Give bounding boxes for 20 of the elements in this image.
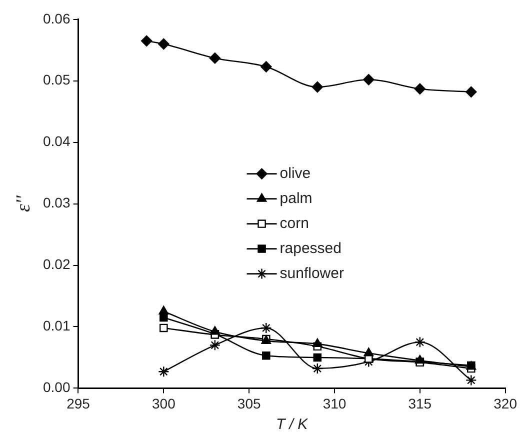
legend-label: sunflower bbox=[280, 264, 344, 282]
legend-label: rapessed bbox=[280, 240, 342, 257]
x-axis-title: T / K bbox=[276, 416, 309, 434]
x-tick-label: 310 bbox=[322, 395, 346, 412]
y-tick-label: 0.00 bbox=[43, 379, 70, 396]
legend-label: corn bbox=[280, 214, 309, 232]
x-tick-label: 305 bbox=[237, 395, 261, 412]
legend-label: olive bbox=[280, 164, 311, 182]
y-tick-label: 0.04 bbox=[43, 133, 70, 150]
y-axis-title: ε'' bbox=[12, 194, 34, 212]
legend-label: palm bbox=[280, 190, 312, 207]
x-tick-label: 295 bbox=[66, 395, 90, 412]
y-tick-label: 0.03 bbox=[43, 194, 70, 211]
x-tick-label: 320 bbox=[494, 395, 518, 412]
y-tick-label: 0.05 bbox=[43, 72, 70, 88]
y-tick-label: 0.01 bbox=[43, 318, 70, 334]
x-tick-label: 315 bbox=[408, 395, 432, 412]
y-tick-label: 0.06 bbox=[43, 10, 70, 26]
x-tick-label: 300 bbox=[152, 395, 176, 412]
y-tick-label: 0.02 bbox=[43, 256, 70, 272]
